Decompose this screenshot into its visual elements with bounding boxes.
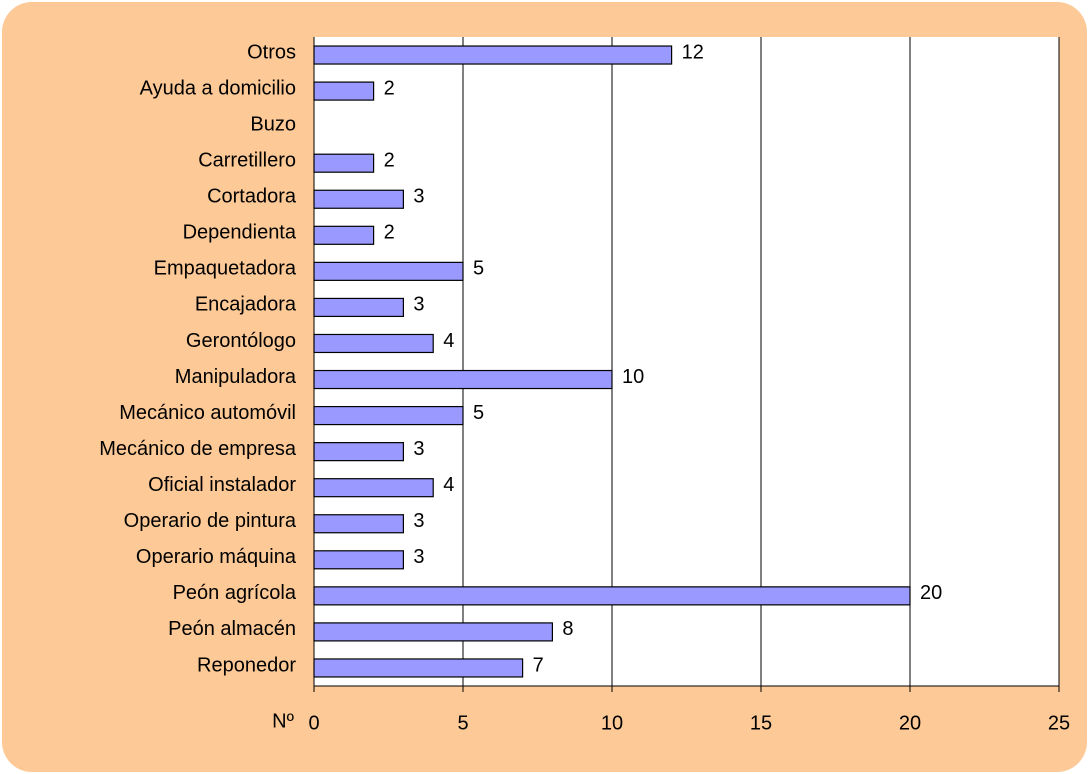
value-label: 4	[443, 474, 454, 496]
y-tick-label: Mecánico automóvil	[119, 402, 296, 424]
value-label: 3	[413, 546, 424, 568]
bar	[313, 297, 405, 318]
bar	[313, 550, 405, 570]
bar	[313, 225, 375, 245]
bar	[313, 45, 673, 65]
value-label: 8	[562, 618, 573, 640]
x-tick-label: 15	[750, 712, 772, 734]
value-label: 3	[413, 438, 424, 460]
value-label: 5	[473, 402, 484, 424]
x-tick-label: 10	[601, 712, 623, 734]
bar	[313, 405, 464, 426]
y-tick-label: Ayuda a domicilio	[140, 77, 296, 99]
y-tick-label: Carretillero	[198, 149, 296, 171]
value-label: 5	[473, 258, 484, 280]
value-label: 2	[384, 77, 395, 99]
bar	[313, 514, 405, 534]
y-tick-label: Operario máquina	[136, 546, 297, 568]
y-tick-label: Reponedor	[197, 654, 296, 676]
bar	[313, 333, 434, 354]
plot-area	[314, 37, 1059, 686]
y-tick-label: Peón almacén	[168, 618, 296, 640]
bar	[313, 369, 613, 390]
y-tick-label: Otros	[247, 41, 296, 63]
x-tick-label: 25	[1048, 712, 1070, 734]
y-tick-label: Gerontólogo	[186, 330, 296, 352]
y-tick-label: Mecánico de empresa	[99, 438, 297, 460]
y-tick-label: Cortadora	[207, 186, 297, 208]
bar	[313, 261, 464, 281]
x-tick-label: 5	[457, 712, 468, 734]
y-tick-label: Peón agrícola	[173, 582, 297, 604]
value-label: 3	[413, 186, 424, 208]
value-label: 3	[413, 510, 424, 532]
bar	[313, 81, 375, 101]
bar	[313, 586, 911, 606]
bar	[313, 153, 375, 173]
value-label: 10	[622, 366, 644, 388]
value-label: 7	[533, 654, 544, 676]
bar	[313, 622, 553, 642]
y-tick-label: Dependienta	[183, 222, 297, 244]
value-label: 12	[682, 41, 704, 63]
y-tick-label: Encajadora	[195, 294, 297, 316]
value-label: 20	[920, 582, 942, 604]
x-tick-label: 20	[899, 712, 921, 734]
value-label: 2	[384, 222, 395, 244]
x-axis-label: Nº	[272, 710, 294, 732]
value-label: 4	[443, 330, 454, 352]
y-tick-label: Operario de pintura	[124, 510, 297, 532]
value-label: 3	[413, 294, 424, 316]
value-label: 2	[384, 149, 395, 171]
bar	[313, 189, 405, 209]
y-tick-label: Buzo	[250, 113, 296, 135]
bar	[313, 442, 405, 462]
bar	[313, 478, 434, 498]
x-tick-label: 0	[308, 712, 319, 734]
y-tick-label: Empaquetadora	[154, 258, 297, 280]
bar	[313, 658, 524, 678]
y-tick-label: Manipuladora	[175, 366, 297, 388]
y-tick-label: Oficial instalador	[148, 474, 296, 496]
